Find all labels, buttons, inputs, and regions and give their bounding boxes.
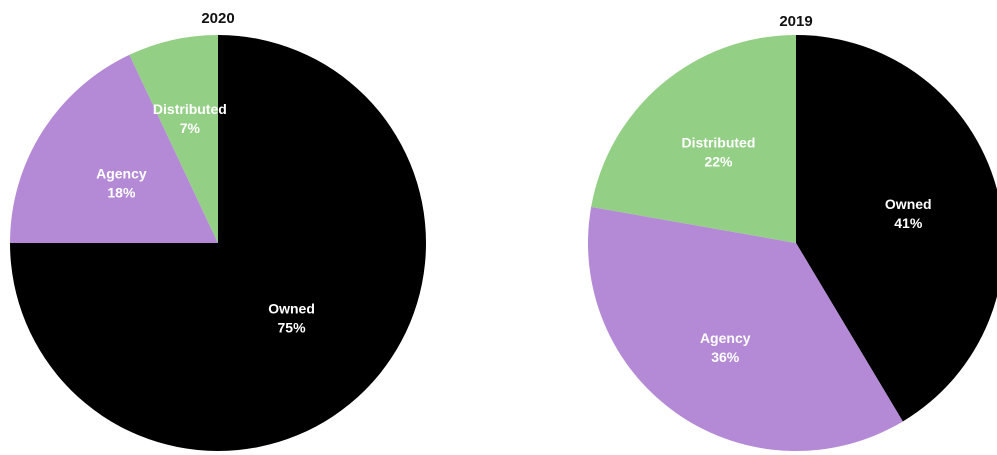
pie-slice-agency	[10, 54, 218, 243]
pie-slice-owned	[796, 35, 997, 422]
labels-2020: Owned 75% Agency 18% Distributed 7%	[96, 101, 315, 335]
pie-chart-2019: 2019 Owned 41% Agency 36% Distributed 22%	[588, 13, 997, 451]
labels-2019: Owned 41% Agency 36% Distributed 22%	[682, 135, 932, 365]
slice-value-distributed: 22%	[704, 154, 733, 170]
slice-category-distributed: Distributed	[682, 135, 756, 151]
slices-2019	[588, 34, 997, 451]
pie-slice-agency	[588, 206, 903, 451]
chart-title-2020: 2020	[201, 10, 234, 27]
pie-slice-distributed	[591, 34, 796, 244]
slice-label-owned: Owned 75%	[268, 301, 315, 336]
slice-category-owned: Owned	[268, 301, 315, 317]
slice-category-agency: Agency	[700, 330, 751, 346]
slice-category-agency: Agency	[96, 166, 147, 182]
slice-label-agency: Agency 36%	[700, 330, 751, 365]
pie-chart-2020: 2020 Owned 75% Agency 18% Distributed 7%	[10, 10, 426, 451]
slice-value-owned: 41%	[894, 215, 923, 231]
slice-category-owned: Owned	[885, 196, 932, 212]
slice-value-distributed: 7%	[180, 120, 201, 136]
slice-label-owned: Owned 41%	[885, 196, 932, 231]
pie-slice-distributed	[129, 35, 218, 243]
slices-2020	[10, 35, 426, 451]
slice-label-distributed: Distributed 7%	[153, 101, 227, 136]
slice-label-agency: Agency 18%	[96, 166, 147, 201]
slice-value-agency: 18%	[107, 185, 136, 201]
slice-value-agency: 36%	[711, 349, 740, 365]
slice-label-distributed: Distributed 22%	[682, 135, 756, 170]
slice-value-owned: 75%	[278, 320, 307, 336]
slice-category-distributed: Distributed	[153, 101, 227, 117]
chart-title-2019: 2019	[779, 13, 812, 30]
